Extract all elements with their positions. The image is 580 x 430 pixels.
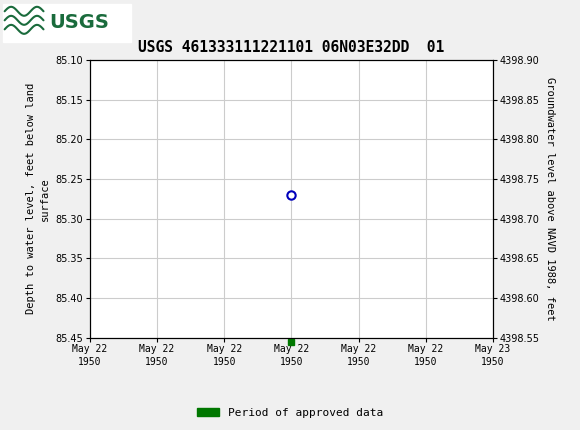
Y-axis label: Depth to water level, feet below land
surface: Depth to water level, feet below land su…	[26, 83, 49, 314]
Text: USGS: USGS	[49, 13, 109, 32]
Legend: Period of approved data: Period of approved data	[193, 403, 387, 422]
Title: USGS 461333111221101 06N03E32DD  01: USGS 461333111221101 06N03E32DD 01	[138, 40, 445, 55]
Y-axis label: Groundwater level above NAVD 1988, feet: Groundwater level above NAVD 1988, feet	[546, 77, 556, 321]
